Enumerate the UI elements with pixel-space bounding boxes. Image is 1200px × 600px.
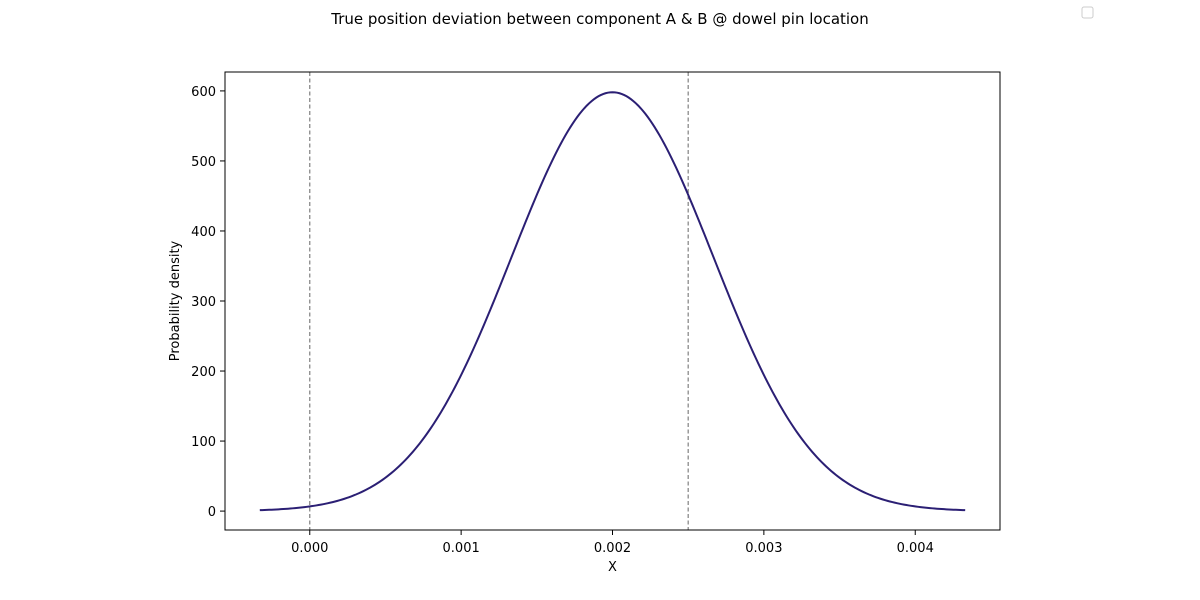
y-tick-label-6: 600 bbox=[191, 85, 216, 100]
y-tick-label-4: 400 bbox=[191, 225, 216, 240]
x-tick-label-1: 0.001 bbox=[443, 541, 480, 556]
y-tick-label-2: 200 bbox=[191, 365, 216, 380]
y-tick-label-1: 100 bbox=[191, 435, 216, 450]
plot-frame bbox=[224, 71, 1001, 531]
y-tick-label-5: 500 bbox=[191, 155, 216, 170]
x-tick-label-0: 0.000 bbox=[291, 541, 328, 556]
y-axis-label: Probability density bbox=[168, 240, 183, 361]
plot-area: 0.000 0.001 0.002 0.003 0.004 0 100 200 300 400 50… bbox=[191, 71, 1001, 556]
x-axis-label: X bbox=[608, 560, 617, 575]
chart-title: True position deviation between componen… bbox=[330, 10, 869, 28]
legend-box bbox=[1081, 6, 1094, 19]
y-tick-label-0: 0 bbox=[208, 505, 216, 520]
series-line-0 bbox=[259, 91, 966, 512]
x-tick-label-3: 0.003 bbox=[745, 541, 782, 556]
x-tick-label-2: 0.002 bbox=[594, 541, 631, 556]
x-tick-label-4: 0.004 bbox=[897, 541, 934, 556]
y-tick-label-3: 300 bbox=[191, 295, 216, 310]
